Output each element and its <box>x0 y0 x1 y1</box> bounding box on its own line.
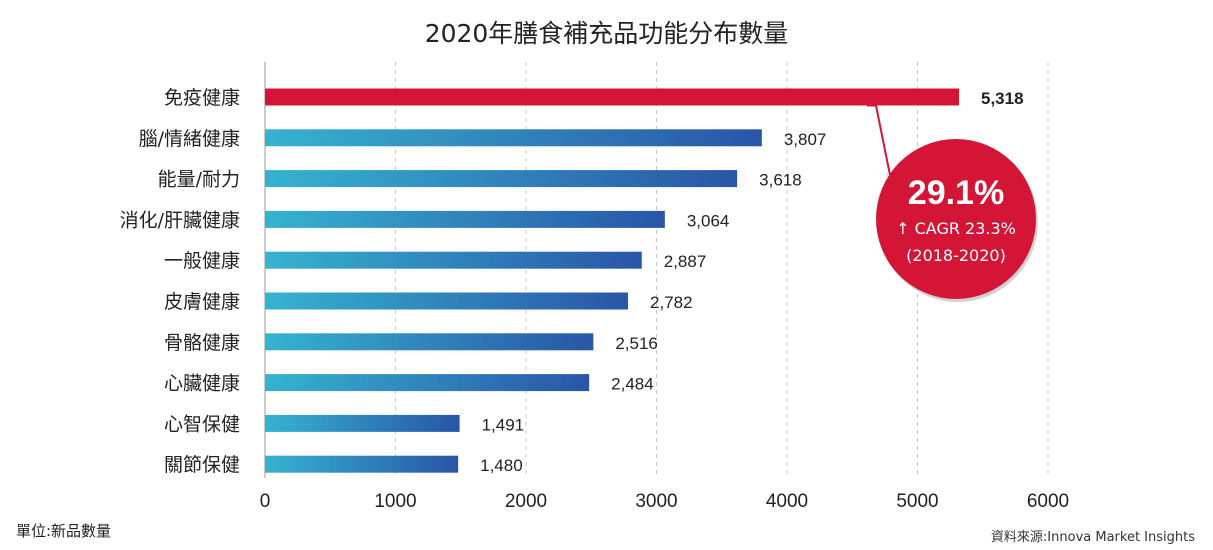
category-label: 骨骼健康 <box>164 332 240 354</box>
bar <box>265 414 460 432</box>
source-note: 資料來源:Innova Market Insights <box>990 530 1195 545</box>
category-label: 關節保健 <box>164 454 240 476</box>
x-tick-label: 3000 <box>635 491 677 512</box>
value-label: 3,618 <box>759 171 802 190</box>
value-label: 3,064 <box>687 211 730 230</box>
bar <box>265 88 959 106</box>
value-label: 2,484 <box>611 375 654 394</box>
x-tick-label: 4000 <box>766 491 808 512</box>
bar <box>265 374 590 392</box>
x-tick-label: 0 <box>260 491 271 512</box>
bar <box>265 292 629 310</box>
badge-cagr: ↑ CAGR 23.3% <box>896 219 1016 238</box>
category-label: 能量/耐力 <box>158 169 240 191</box>
chart-title: 2020年膳食補充品功能分布數量 <box>424 19 789 48</box>
x-tick-label: 5000 <box>896 491 938 512</box>
category-label: 消化/肝臟健康 <box>120 209 240 231</box>
cagr-badge <box>876 139 1036 299</box>
value-label: 3,807 <box>784 130 827 149</box>
bar <box>265 170 738 188</box>
value-label: 2,782 <box>650 293 693 312</box>
value-label: 2,516 <box>615 334 658 353</box>
bar <box>265 129 762 147</box>
x-tick-label: 2000 <box>505 491 547 512</box>
badge-percent: 29.1% <box>908 174 1004 212</box>
value-label: 1,480 <box>480 456 523 475</box>
unit-note: 單位:新品數量 <box>16 522 112 540</box>
value-label: 5,318 <box>981 89 1024 108</box>
x-tick-label: 1000 <box>374 491 416 512</box>
x-tick-label: 6000 <box>1027 491 1069 512</box>
value-label: 1,491 <box>482 415 525 434</box>
bar <box>265 251 642 269</box>
category-label: 心智保健 <box>164 413 240 435</box>
cagr-annotation: 29.1% ↑ CAGR 23.3% (2018-2020) <box>866 104 1038 302</box>
category-label: 免疫健康 <box>164 87 240 109</box>
category-label: 心臟健康 <box>164 373 240 395</box>
bars <box>265 88 959 473</box>
value-label: 2,887 <box>664 252 707 271</box>
bar <box>265 455 459 473</box>
category-label: 皮膚健康 <box>164 291 240 313</box>
category-label: 一般健康 <box>164 250 240 272</box>
badge-period: (2018-2020) <box>906 246 1006 265</box>
category-label: 腦/情緒健康 <box>139 128 240 150</box>
labels: 0 1000 2000 3000 4000 5000 6000 免疫健康 5,318 腦/情緒健康… <box>120 87 1070 512</box>
bar <box>265 210 665 228</box>
bar <box>265 333 594 351</box>
